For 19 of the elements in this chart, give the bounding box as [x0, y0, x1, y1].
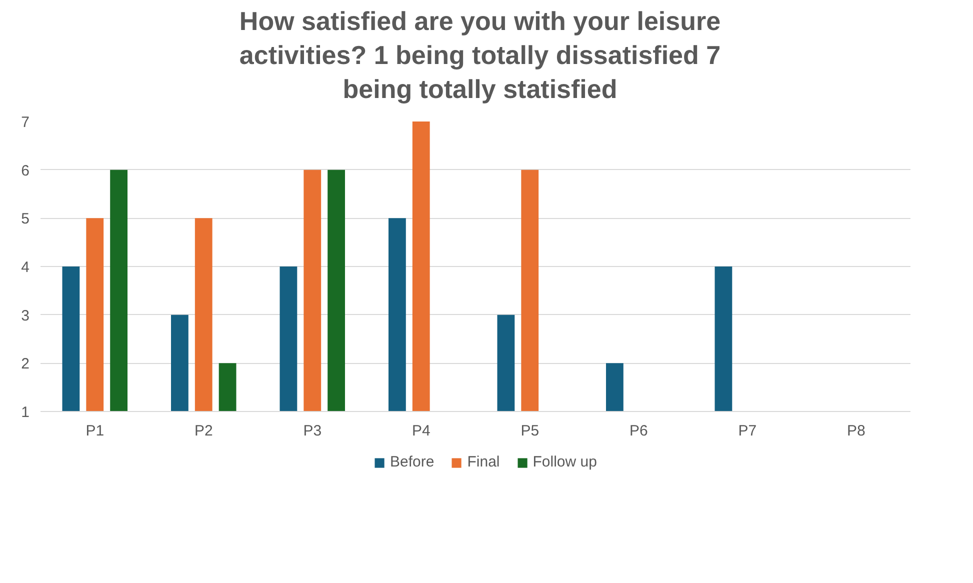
y-tick-label: 1: [21, 404, 30, 422]
legend-label: Final: [467, 454, 500, 471]
legend-label: Before: [390, 454, 434, 471]
y-tick-label: 5: [21, 211, 30, 228]
y-tick-label: 3: [21, 308, 30, 325]
x-tick-label: P7: [738, 422, 757, 440]
y-tick-label: 2: [21, 356, 30, 374]
x-tick-label: P6: [629, 422, 648, 440]
y-tick-label: 7: [21, 114, 30, 132]
x-tick-label: P4: [412, 422, 430, 440]
y-tick-label: 6: [21, 162, 30, 180]
chart-title: How satisfied are you with your leisure activities? 1 being totally dissatisfied 7 being totally statisfied: [239, 5, 721, 106]
x-tick-label: P1: [86, 422, 104, 440]
legend-label: Follow up: [532, 454, 597, 471]
x-tick-label: P5: [520, 422, 540, 440]
x-tick-label: P2: [194, 422, 213, 440]
x-tick-label: P8: [846, 422, 866, 440]
x-tick-label: P3: [303, 422, 322, 440]
y-tick-label: 4: [21, 259, 30, 276]
